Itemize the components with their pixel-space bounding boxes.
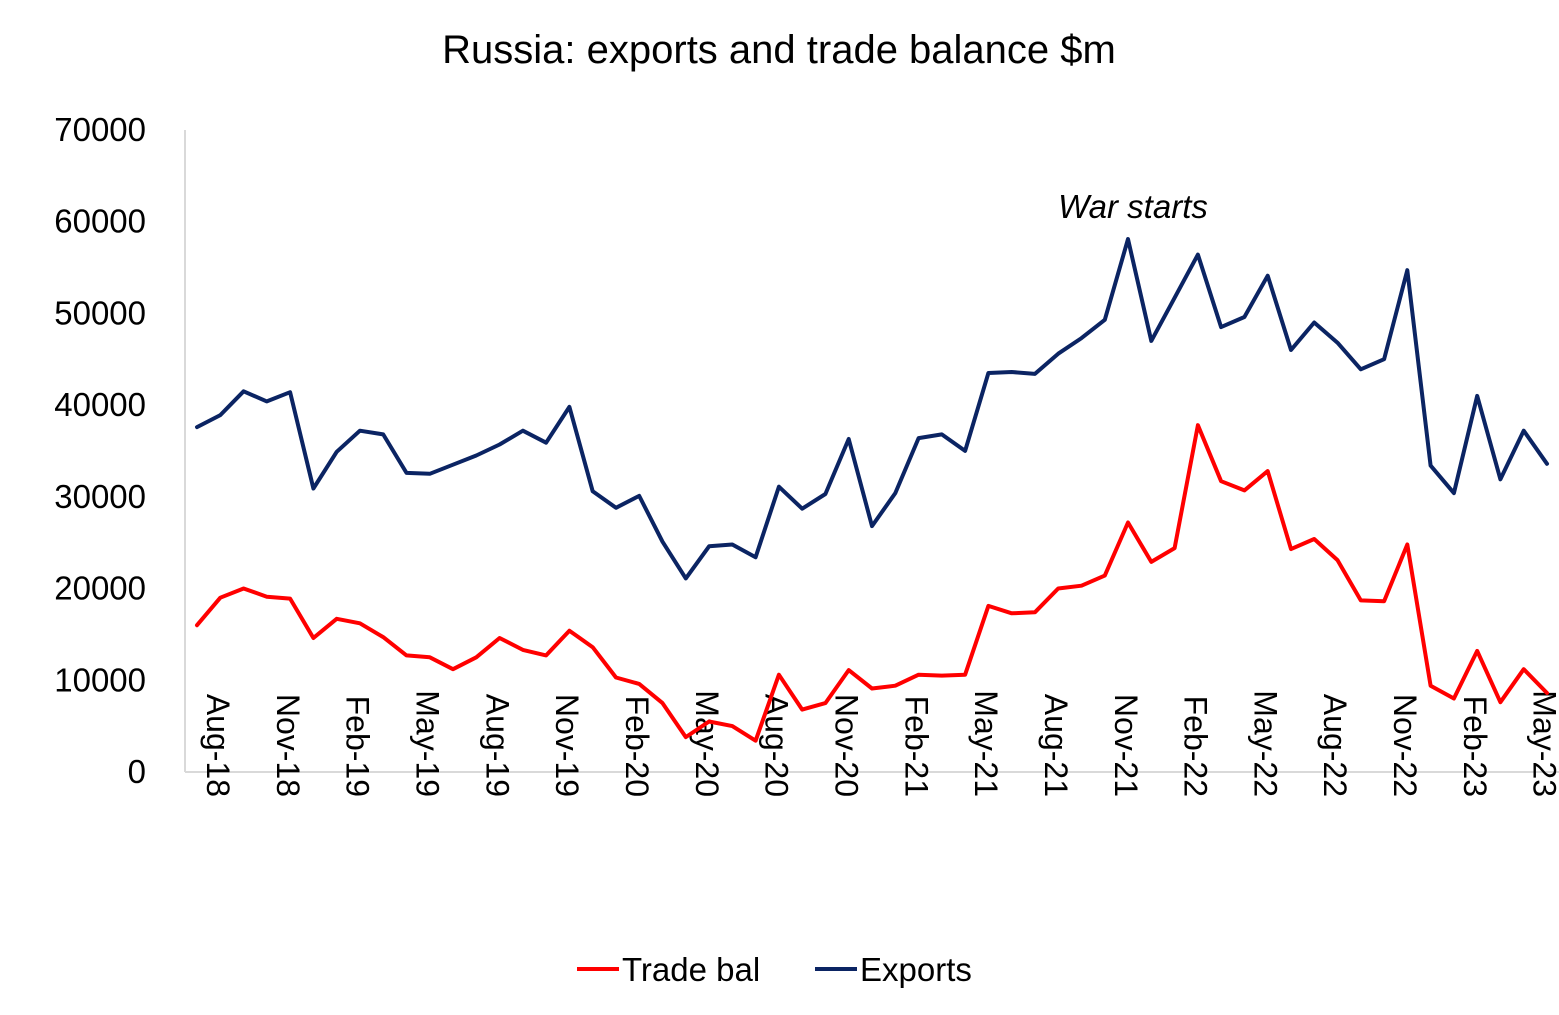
x-tick-label: Aug-20 <box>759 694 795 797</box>
series-line-exports <box>195 237 1549 581</box>
x-tick-label: Nov-22 <box>1387 694 1423 797</box>
y-tick-label: 50000 <box>54 294 146 331</box>
series-lines <box>195 237 1549 743</box>
x-tick-label: May-22 <box>1247 690 1283 797</box>
x-tick-label: Nov-21 <box>1108 694 1144 797</box>
y-tick-label: 40000 <box>54 386 146 423</box>
x-tick-label: May-23 <box>1527 690 1559 797</box>
y-tick-label: 30000 <box>54 478 146 515</box>
x-tick-label: May-19 <box>409 690 445 797</box>
series-line-trade-bal <box>195 423 1549 743</box>
x-tick-label: Feb-19 <box>340 696 376 797</box>
x-tick-label: Feb-22 <box>1178 696 1214 797</box>
x-tick-label: Feb-21 <box>898 696 934 797</box>
x-tick-label: Aug-19 <box>479 694 515 797</box>
x-tick-label: Nov-20 <box>828 694 864 797</box>
y-tick-label: 70000 <box>54 111 146 148</box>
x-tick-label: Aug-18 <box>200 694 236 797</box>
y-tick-label: 10000 <box>54 661 146 698</box>
legend-label: Exports <box>860 951 972 988</box>
y-axis-ticks: 0 10000 20000 30000 40000 50000 60000 70000 <box>54 111 146 790</box>
x-tick-label: Feb-23 <box>1457 696 1493 797</box>
x-tick-label: May-21 <box>968 690 1004 797</box>
x-tick-label: Aug-22 <box>1317 694 1353 797</box>
x-tick-label: Nov-19 <box>549 694 585 797</box>
legend: Trade bal Exports <box>577 951 972 988</box>
x-tick-label: May-20 <box>689 690 725 797</box>
y-tick-label: 0 <box>128 753 146 790</box>
chart-title: Russia: exports and trade balance $m <box>442 28 1116 72</box>
y-tick-label: 20000 <box>54 570 146 607</box>
x-axis-ticks: Aug-18 Nov-18 Feb-19 May-19 Aug-19 Nov-19 Feb-… <box>200 690 1559 797</box>
x-tick-label: Aug-21 <box>1038 694 1074 797</box>
x-tick-label: Nov-18 <box>270 694 306 797</box>
y-tick-label: 60000 <box>54 203 146 240</box>
war-starts-annotation: War starts <box>1058 188 1208 225</box>
x-tick-label: Feb-20 <box>619 696 655 797</box>
legend-label: Trade bal <box>622 951 760 988</box>
